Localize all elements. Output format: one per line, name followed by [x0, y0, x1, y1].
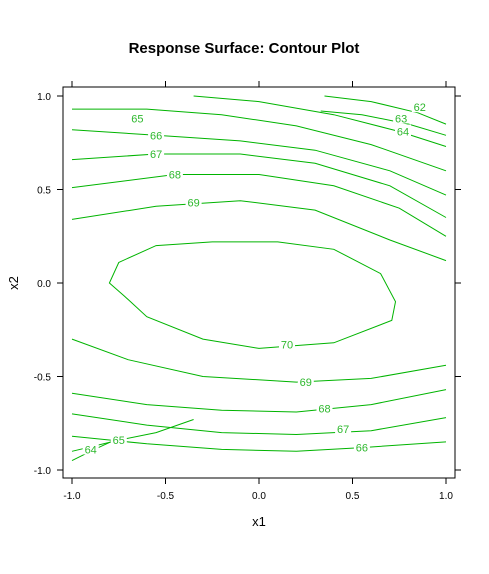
contour-label-background	[279, 337, 295, 350]
contour-label-background	[411, 100, 428, 113]
contour-line-69	[71, 338, 447, 383]
contour-label-65: 65	[131, 113, 143, 125]
y-axis-ticks: -1.0 -0.5 0.0 0.5 1.0	[34, 92, 461, 477]
x-tick-label: 1.0	[439, 491, 453, 502]
contour-label-69: 69	[300, 377, 312, 389]
plot-frame	[62, 86, 456, 479]
x-tick-label: 0.5	[346, 491, 360, 502]
contour-label-69: 69	[187, 198, 199, 210]
contour-label-background	[353, 440, 370, 453]
contour-label-65: 65	[113, 435, 125, 447]
contour-label-background	[129, 111, 146, 124]
contour-line-68	[71, 389, 447, 413]
x-tick-label: 0.0	[252, 491, 266, 502]
contour-line-70	[108, 241, 397, 349]
contour-label-63: 63	[395, 113, 407, 125]
contour-label-70: 70	[281, 340, 293, 352]
contour-line-67	[71, 153, 447, 218]
contour-label-62: 62	[414, 102, 426, 114]
contour-label-68: 68	[318, 403, 330, 415]
chart-title: Response Surface: Contour Plot	[129, 40, 360, 57]
contour-line-62	[324, 95, 447, 125]
contour-label-background	[110, 433, 127, 446]
x-axis-label: x1	[252, 514, 266, 529]
contour-label-66: 66	[150, 130, 162, 142]
contour-label-background	[316, 401, 333, 414]
contour-line-66	[71, 435, 447, 452]
contour-label-64: 64	[85, 444, 97, 456]
contour-label-background	[166, 167, 183, 180]
contour-label-66: 66	[356, 443, 368, 455]
contour-label-background	[297, 375, 314, 388]
contour-line-65	[72, 108, 447, 172]
contour-label-67: 67	[150, 149, 162, 161]
contour-label-64: 64	[397, 127, 409, 139]
contour-label-background	[82, 442, 99, 455]
contour-label-68: 68	[169, 170, 181, 182]
y-tick-label: -1.0	[34, 466, 52, 477]
y-tick-label: 1.0	[37, 92, 51, 103]
y-tick-label: 0.0	[37, 279, 51, 290]
contour-lines	[71, 95, 447, 462]
contour-label-background	[185, 195, 202, 208]
contour-label-67: 67	[337, 424, 349, 436]
contour-label-background	[393, 111, 410, 124]
y-axis-label: x2	[6, 276, 21, 290]
contour-line-63	[320, 110, 447, 136]
x-axis-ticks: -1.0 -0.5 0.0 0.5 1.0	[63, 81, 453, 502]
contour-line-66	[71, 129, 447, 196]
contour-label-background	[148, 128, 165, 141]
contour-label-background	[335, 421, 352, 434]
contour-label-background	[148, 147, 165, 159]
x-tick-label: -0.5	[157, 491, 175, 502]
contour-line-67	[71, 413, 447, 436]
x-tick-label: -1.0	[63, 491, 81, 502]
contour-line-69	[71, 200, 447, 262]
contour-label-background	[395, 124, 411, 137]
contour-level-labels: 62 63 64 64 65 65 66 66 67 67 68 68 69 69 70	[82, 100, 428, 456]
contour-line-68	[71, 174, 447, 237]
y-tick-label: 0.5	[37, 186, 51, 197]
y-tick-label: -0.5	[34, 373, 52, 384]
contour-line-64	[193, 95, 447, 147]
